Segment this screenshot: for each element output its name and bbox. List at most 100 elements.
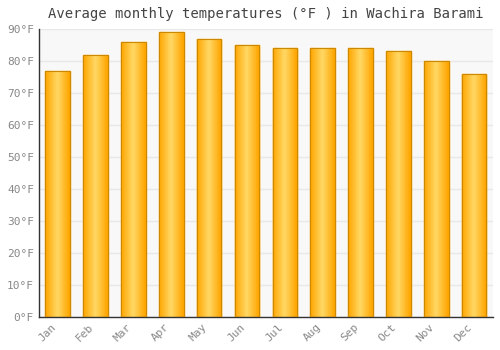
Bar bbox=[121, 42, 122, 317]
Bar bbox=[474, 74, 476, 317]
Bar bbox=[438, 61, 440, 317]
Bar bbox=[473, 74, 474, 317]
Bar bbox=[428, 61, 429, 317]
Bar bbox=[361, 48, 362, 317]
Bar bbox=[328, 48, 329, 317]
Bar bbox=[390, 51, 391, 317]
Bar bbox=[278, 48, 280, 317]
Bar bbox=[275, 48, 276, 317]
Bar bbox=[284, 48, 285, 317]
Bar bbox=[61, 71, 62, 317]
Bar bbox=[320, 48, 321, 317]
Bar bbox=[201, 38, 202, 317]
Bar bbox=[425, 61, 426, 317]
Bar bbox=[234, 45, 260, 317]
Bar bbox=[197, 38, 222, 317]
Bar bbox=[57, 71, 58, 317]
Bar bbox=[166, 32, 167, 317]
Bar bbox=[386, 51, 388, 317]
Bar bbox=[60, 71, 61, 317]
Bar bbox=[66, 71, 67, 317]
Bar bbox=[288, 48, 289, 317]
Bar bbox=[250, 45, 252, 317]
Bar bbox=[365, 48, 366, 317]
Bar bbox=[165, 32, 166, 317]
Bar bbox=[440, 61, 441, 317]
Bar bbox=[364, 48, 365, 317]
Bar bbox=[104, 55, 105, 317]
Bar bbox=[371, 48, 372, 317]
Bar bbox=[281, 48, 282, 317]
Bar bbox=[123, 42, 124, 317]
Bar bbox=[167, 32, 168, 317]
Bar bbox=[464, 74, 465, 317]
Bar bbox=[386, 51, 410, 317]
Bar bbox=[211, 38, 212, 317]
Title: Average monthly temperatures (°F ) in Wachira Barami: Average monthly temperatures (°F ) in Wa… bbox=[48, 7, 484, 21]
Bar bbox=[180, 32, 181, 317]
Bar bbox=[333, 48, 334, 317]
Bar bbox=[234, 45, 236, 317]
Bar bbox=[256, 45, 257, 317]
Bar bbox=[318, 48, 319, 317]
Bar bbox=[311, 48, 312, 317]
Bar bbox=[87, 55, 88, 317]
Bar bbox=[62, 71, 64, 317]
Bar bbox=[137, 42, 138, 317]
Bar bbox=[126, 42, 128, 317]
Bar bbox=[349, 48, 350, 317]
Bar bbox=[49, 71, 50, 317]
Bar bbox=[216, 38, 217, 317]
Bar bbox=[129, 42, 130, 317]
Bar bbox=[103, 55, 104, 317]
Bar bbox=[348, 48, 349, 317]
Bar bbox=[462, 74, 463, 317]
Bar bbox=[182, 32, 183, 317]
Bar bbox=[429, 61, 430, 317]
Bar bbox=[314, 48, 316, 317]
Bar bbox=[67, 71, 68, 317]
Bar bbox=[98, 55, 100, 317]
Bar bbox=[249, 45, 250, 317]
Bar bbox=[280, 48, 281, 317]
Bar bbox=[389, 51, 390, 317]
Bar bbox=[175, 32, 176, 317]
Bar bbox=[360, 48, 361, 317]
Bar bbox=[53, 71, 54, 317]
Bar bbox=[239, 45, 240, 317]
Bar bbox=[159, 32, 184, 317]
Bar bbox=[160, 32, 161, 317]
Bar bbox=[254, 45, 255, 317]
Bar bbox=[122, 42, 123, 317]
Bar bbox=[408, 51, 409, 317]
Bar bbox=[236, 45, 237, 317]
Bar bbox=[253, 45, 254, 317]
Bar bbox=[396, 51, 397, 317]
Bar bbox=[427, 61, 428, 317]
Bar bbox=[240, 45, 241, 317]
Bar bbox=[174, 32, 175, 317]
Bar bbox=[330, 48, 332, 317]
Bar bbox=[214, 38, 216, 317]
Bar bbox=[237, 45, 238, 317]
Bar bbox=[476, 74, 477, 317]
Bar bbox=[213, 38, 214, 317]
Bar bbox=[92, 55, 93, 317]
Bar bbox=[310, 48, 335, 317]
Bar bbox=[356, 48, 357, 317]
Bar bbox=[462, 74, 486, 317]
Bar bbox=[138, 42, 139, 317]
Bar bbox=[286, 48, 288, 317]
Bar bbox=[357, 48, 358, 317]
Bar bbox=[88, 55, 89, 317]
Bar bbox=[164, 32, 165, 317]
Bar bbox=[181, 32, 182, 317]
Bar bbox=[392, 51, 393, 317]
Bar bbox=[289, 48, 290, 317]
Bar bbox=[350, 48, 352, 317]
Bar bbox=[326, 48, 327, 317]
Bar bbox=[277, 48, 278, 317]
Bar bbox=[84, 55, 85, 317]
Bar bbox=[242, 45, 244, 317]
Bar bbox=[368, 48, 369, 317]
